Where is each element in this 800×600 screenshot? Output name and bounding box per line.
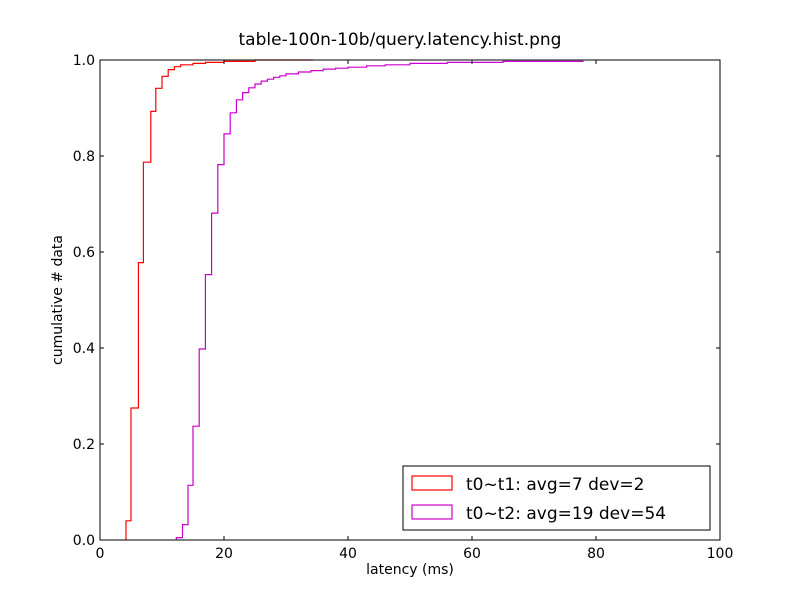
y-tick-label: 0.8: [73, 149, 95, 165]
axes-frame: [99, 59, 721, 541]
x-tick-label: 0: [96, 546, 105, 562]
chart-title: table-100n-10b/query.latency.hist.png: [238, 30, 562, 50]
y-tick-label: 1.0: [73, 53, 95, 69]
x-tick-label: 60: [463, 546, 481, 562]
y-tick-label: 0.2: [73, 437, 95, 453]
y-tick-label: 0.0: [73, 533, 95, 549]
y-tick-label: 0.4: [73, 341, 95, 357]
legend-label-2: t0~t2: avg=19 dev=54: [466, 504, 666, 524]
y-axis-label: cumulative # data: [50, 235, 66, 365]
legend-label-1: t0~t1: avg=7 dev=2: [466, 475, 644, 495]
legend-swatch-1: [411, 475, 453, 491]
x-tick-label: 20: [215, 546, 233, 562]
y-tick-label: 0.6: [73, 245, 95, 261]
legend-swatch-2: [411, 504, 453, 520]
x-tick-label: 100: [707, 546, 734, 562]
legend-box: [402, 465, 711, 531]
x-axis-label: latency (ms): [366, 562, 454, 578]
x-tick-label: 40: [339, 546, 357, 562]
x-tick-label: 80: [587, 546, 605, 562]
series-line-1: [125, 59, 313, 540]
series-line-2: [175, 60, 584, 540]
